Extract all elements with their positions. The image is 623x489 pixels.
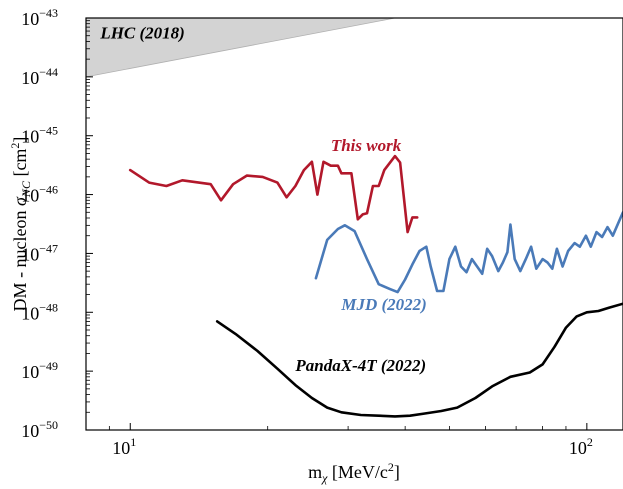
annotation-pandax-4t-2022: PandaX-4T (2022) xyxy=(294,356,426,375)
x-tick-label: 102 xyxy=(569,435,593,458)
annotation-lhc-2018: LHC (2018) xyxy=(99,23,185,42)
region-lhc-2018 xyxy=(86,18,396,78)
plot-frame xyxy=(85,17,623,431)
y-tick-label: 10−49 xyxy=(21,359,58,382)
series-line-mjd-2022 xyxy=(314,211,623,294)
y-tick-label: 10−43 xyxy=(21,6,58,29)
y-tick-label: 10−50 xyxy=(21,418,58,441)
series-line-this-work xyxy=(128,154,419,234)
annotation-mjd-2022: MJD (2022) xyxy=(340,295,426,314)
annotation-this-work: This work xyxy=(331,136,402,155)
series-line-pandax-4t-2022 xyxy=(215,302,623,418)
x-axis-label: mχ [MeV/c2] xyxy=(308,460,400,485)
y-tick-label: 10−44 xyxy=(21,65,58,88)
x-tick-label: 101 xyxy=(112,435,136,458)
y-axis-label: DM - nucleon σNC [cm2] xyxy=(8,137,33,312)
